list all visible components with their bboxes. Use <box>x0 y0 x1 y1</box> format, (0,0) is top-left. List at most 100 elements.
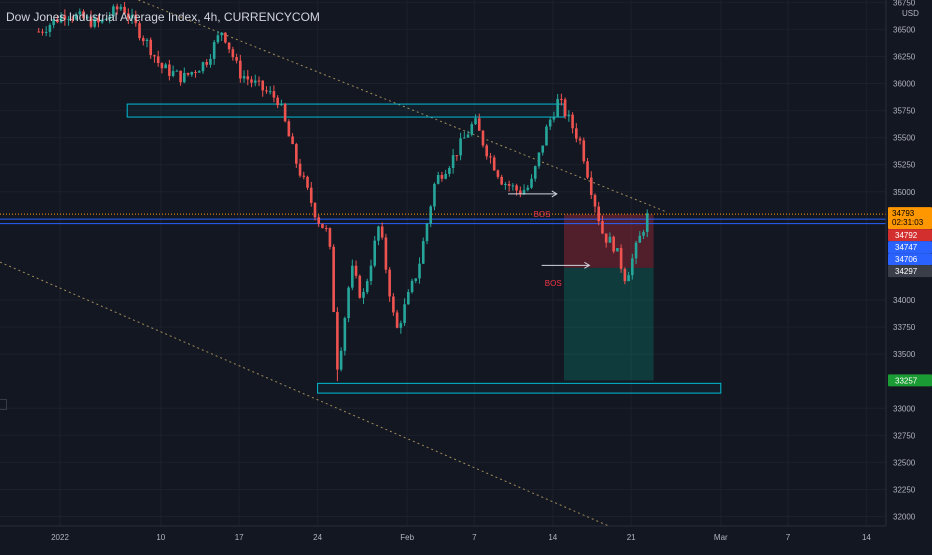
candle-body <box>104 19 108 21</box>
candle-body <box>321 223 324 229</box>
candle-body <box>324 228 328 230</box>
bos-arrow-lower-head <box>584 261 591 269</box>
candle-body <box>283 103 287 122</box>
candle-body <box>481 130 485 146</box>
candle-body <box>242 76 246 79</box>
candle-body <box>85 16 89 19</box>
candle-body <box>130 14 134 19</box>
candle-body <box>522 189 526 195</box>
candle-body <box>545 126 548 146</box>
candle-body <box>500 176 503 185</box>
candle-body <box>388 269 391 297</box>
candle-body <box>239 60 242 79</box>
candle-body <box>377 226 380 241</box>
candle-body <box>410 280 414 293</box>
y-tick-label: 32000 <box>893 513 916 522</box>
candle-body <box>119 6 123 10</box>
y-tick-label: 36500 <box>893 25 916 34</box>
candle-body <box>78 11 82 15</box>
candle-body <box>253 80 257 83</box>
candle-body <box>347 287 350 319</box>
candle-body <box>93 17 97 27</box>
y-tick-label: 32750 <box>893 431 916 440</box>
candle-body <box>421 241 425 264</box>
x-tick-label: Feb <box>400 533 414 542</box>
y-tick-label: 36750 <box>893 0 916 7</box>
candle-body <box>220 32 223 36</box>
countdown-label: 02:31:03 <box>892 218 924 227</box>
candle-body <box>504 183 507 185</box>
price-label-text: 34792 <box>895 231 918 240</box>
trendline-lower <box>0 261 609 527</box>
candle-body <box>537 152 541 167</box>
candle-body <box>100 19 104 23</box>
candle-body <box>403 304 406 324</box>
candle-body <box>190 72 194 75</box>
candle-body <box>638 235 642 243</box>
y-tick-label: 34000 <box>893 296 916 305</box>
candle-body <box>82 11 85 19</box>
candle-body <box>153 55 156 57</box>
candle-body <box>418 263 421 279</box>
candle-body <box>444 173 447 179</box>
y-tick-label: 35000 <box>893 188 916 197</box>
candle-body <box>171 71 175 76</box>
price-label-box <box>888 265 932 278</box>
x-tick-label: 17 <box>235 533 244 542</box>
pane-handle[interactable] <box>0 399 7 410</box>
candle-body <box>578 138 582 141</box>
candle-body <box>425 223 429 242</box>
candle-body <box>164 64 167 69</box>
price-label-text: 34747 <box>895 243 918 252</box>
candle-body <box>519 190 522 195</box>
candle-body <box>317 217 321 224</box>
candle-body <box>351 265 354 288</box>
candle-body <box>548 119 552 127</box>
x-tick-label: 7 <box>786 533 791 542</box>
candle-body <box>601 221 604 234</box>
candle-body <box>313 203 317 218</box>
candle-body <box>612 236 615 252</box>
candle-body <box>134 14 138 24</box>
candle-body <box>209 58 212 65</box>
candle-body <box>231 49 235 58</box>
candle-body <box>97 17 100 23</box>
bos-arrow-upper-head <box>551 190 558 198</box>
candle-body <box>631 258 634 276</box>
candle-body <box>470 124 474 135</box>
candle-body <box>265 90 268 92</box>
candle-body <box>201 62 205 72</box>
candle-body <box>246 76 250 80</box>
candle-body <box>589 177 593 195</box>
candle-body <box>302 175 306 177</box>
x-tick-label: 7 <box>472 533 477 542</box>
candle-body <box>336 311 339 370</box>
y-tick-label: 35500 <box>893 134 916 143</box>
x-tick-label: 14 <box>548 533 557 542</box>
candle-body <box>496 170 500 177</box>
candle-body <box>216 35 220 43</box>
candle-body <box>369 265 373 282</box>
price-label-box <box>888 207 932 230</box>
candle-body <box>586 161 589 178</box>
candle-body <box>463 137 466 139</box>
candle-body <box>373 240 377 266</box>
candle-body <box>358 275 362 298</box>
candle-body <box>138 23 141 39</box>
take-profit-zone <box>564 267 654 381</box>
candle-body <box>541 145 545 153</box>
y-tick-label: 36250 <box>893 52 916 61</box>
currency-label: USD <box>902 9 919 18</box>
candle-body <box>309 187 313 204</box>
candle-body <box>451 155 455 168</box>
candle-body <box>407 292 410 305</box>
candle-body <box>552 116 556 120</box>
candle-body <box>362 292 365 298</box>
candle-body <box>642 232 645 236</box>
candle-body <box>567 114 571 117</box>
candle-body <box>571 114 574 129</box>
candle-body <box>306 176 309 188</box>
price-label-box <box>888 241 932 254</box>
